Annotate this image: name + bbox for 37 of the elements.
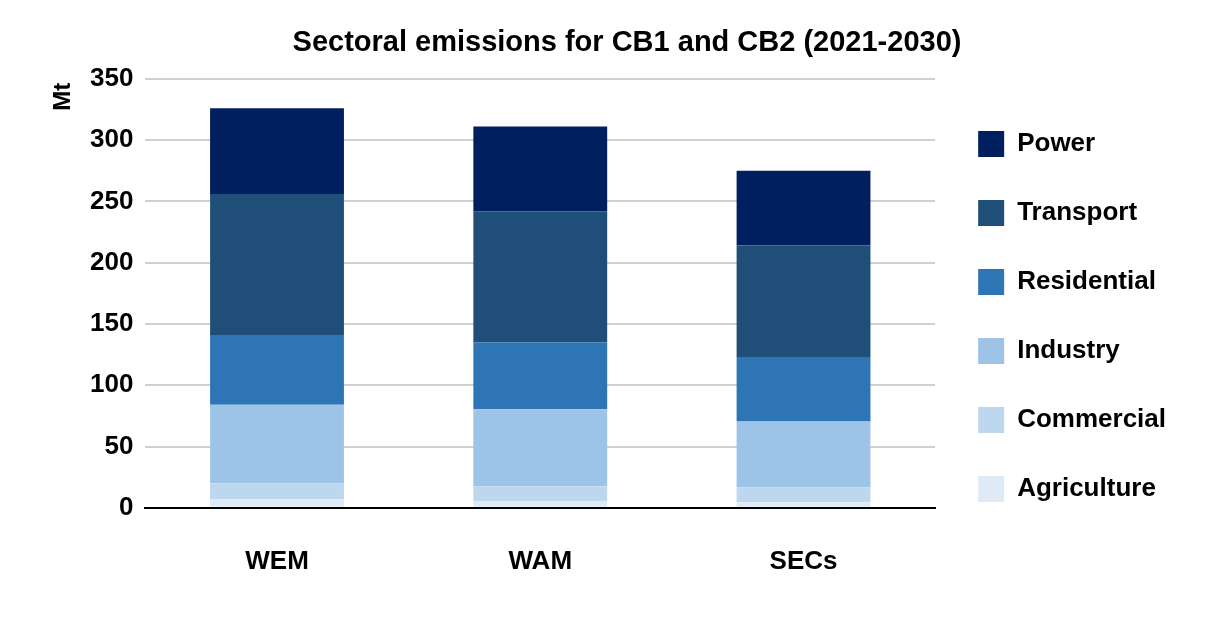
legend-label: Residential — [1017, 265, 1156, 296]
bar — [210, 108, 344, 195]
y-axis-title: Mt — [47, 82, 75, 111]
y-tick-label: 50 — [104, 429, 134, 460]
legend-label: Commercial — [1017, 403, 1166, 434]
bar — [473, 126, 608, 212]
bar — [473, 342, 608, 410]
bar — [736, 502, 871, 507]
x-tick-label: SECs — [769, 544, 838, 575]
y-tick-label: 200 — [89, 245, 134, 276]
bar — [210, 483, 344, 500]
bar — [210, 194, 344, 335]
legend-label: Transport — [1017, 196, 1138, 227]
bar — [736, 421, 871, 488]
chart-title: Sectoral emissions for CB1 and CB2 (2021-2030) — [292, 25, 962, 58]
bar — [736, 357, 871, 422]
y-tick-label: 300 — [89, 123, 134, 154]
bar — [473, 486, 608, 502]
legend-label: Power — [1017, 127, 1096, 158]
bar — [736, 245, 871, 358]
x-tick-label: WAM — [508, 544, 573, 575]
y-tick-label: 250 — [89, 184, 134, 215]
bar — [473, 501, 608, 507]
bar — [210, 404, 344, 484]
bar — [473, 211, 608, 343]
x-tick-label: WEM — [245, 544, 309, 575]
legend-label: Agriculture — [1017, 472, 1156, 503]
y-tick-label: 100 — [89, 368, 134, 399]
legend-label: Industry — [1017, 334, 1121, 365]
y-tick-label: 150 — [89, 307, 134, 338]
y-tick-label: 350 — [89, 61, 134, 92]
bar — [210, 499, 344, 507]
bar — [736, 487, 871, 503]
bar — [736, 170, 871, 246]
bar — [210, 334, 344, 405]
y-tick-label: 0 — [118, 490, 134, 521]
bar — [473, 409, 608, 487]
